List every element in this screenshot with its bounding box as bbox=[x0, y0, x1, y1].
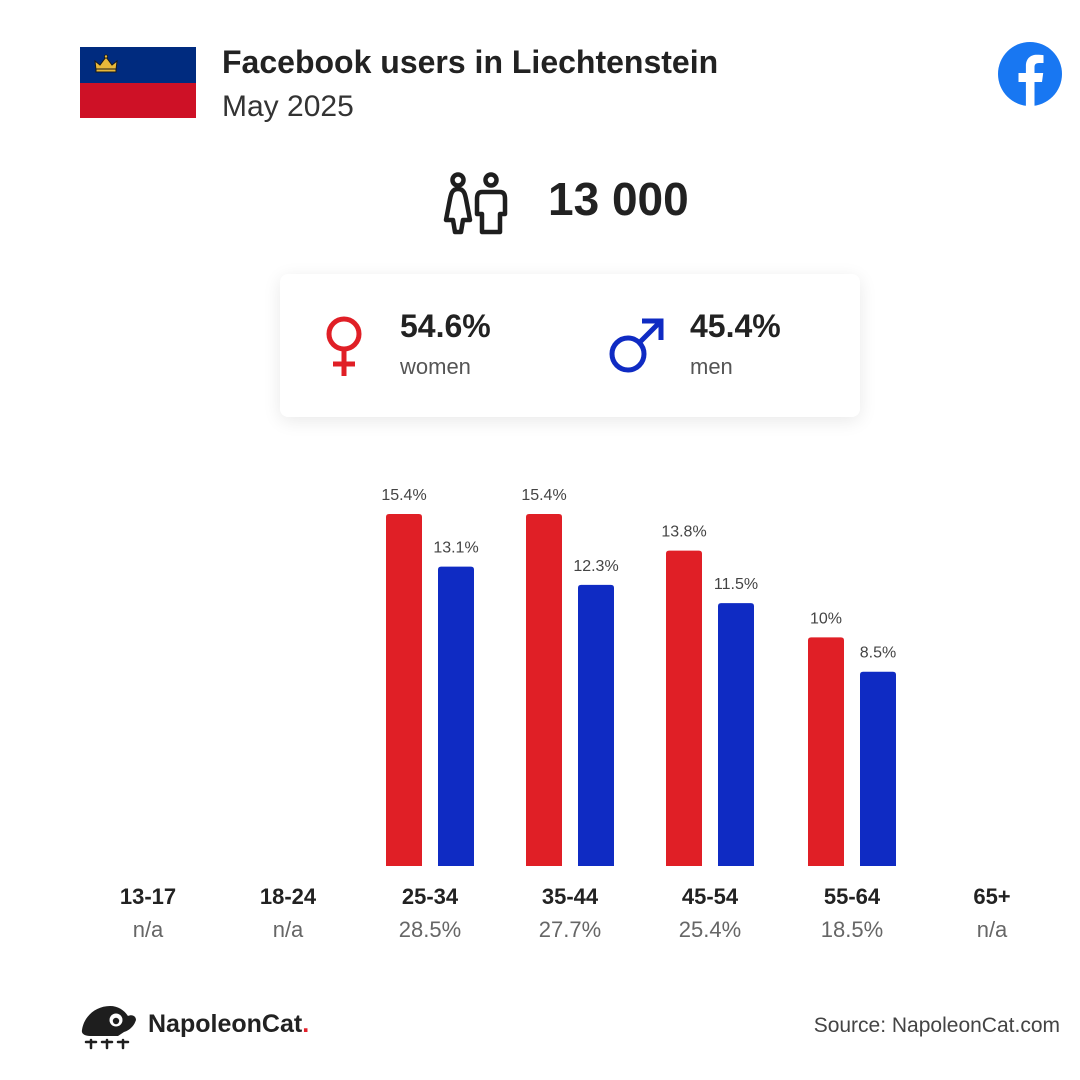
age-group-label: 25-34 bbox=[401, 884, 459, 909]
men-value-label: 8.5% bbox=[860, 645, 896, 662]
age-group-total: 27.7% bbox=[538, 917, 602, 942]
men-value-label: 12.3% bbox=[573, 558, 618, 575]
users-icon bbox=[443, 172, 508, 235]
women-value-label: 15.4% bbox=[521, 487, 566, 504]
napoleoncat-brand: NapoleonCat. bbox=[148, 1010, 309, 1039]
facebook-icon bbox=[998, 42, 1062, 106]
napoleoncat-logo-icon bbox=[81, 1006, 136, 1050]
age-gender-bar-chart: 15.4% 15.4% 13.8% 10% 13.1% 12.3% 11.5% 8.5% bbox=[381, 487, 896, 866]
total-users: 13 000 bbox=[548, 173, 689, 225]
age-group-label: 65+ bbox=[973, 884, 1011, 909]
men-bar-35-44 bbox=[578, 584, 614, 866]
men-bar-45-54 bbox=[718, 603, 754, 866]
age-group-total: 25.4% bbox=[678, 917, 742, 942]
source-text: Source: NapoleonCat.com bbox=[813, 1014, 1060, 1037]
age-group-label: 45-54 bbox=[681, 884, 739, 909]
age-group-label: 13-17 bbox=[119, 884, 177, 909]
male-icon bbox=[609, 318, 664, 373]
men-value-label: 13.1% bbox=[433, 540, 478, 557]
age-group-total: 18.5% bbox=[820, 917, 884, 942]
men-bar-55-64 bbox=[860, 671, 896, 866]
brand-name: NapoleonCat bbox=[148, 1010, 303, 1038]
women-bar-35-44 bbox=[526, 514, 562, 866]
women-bar-55-64 bbox=[808, 637, 844, 866]
age-group-total: n/a bbox=[132, 917, 164, 942]
age-group-total: n/a bbox=[272, 917, 304, 942]
men-percentage: 45.4% bbox=[690, 308, 781, 344]
age-group-total: n/a bbox=[976, 917, 1008, 942]
women-percentage: 54.6% bbox=[400, 308, 491, 344]
women-value-label: 10% bbox=[810, 610, 842, 627]
liechtenstein-flag bbox=[80, 47, 196, 118]
gender-card bbox=[280, 274, 860, 417]
women-label: women bbox=[400, 354, 471, 379]
women-bar-45-54 bbox=[666, 550, 702, 866]
page-title: Facebook users in Liechtenstein bbox=[222, 44, 719, 80]
age-group-label: 55-64 bbox=[823, 884, 881, 909]
brand-dot: . bbox=[302, 1010, 310, 1038]
women-bar-25-34 bbox=[386, 514, 422, 866]
age-group-total: 28.5% bbox=[398, 917, 462, 942]
men-label: men bbox=[690, 354, 733, 379]
men-bar-25-34 bbox=[438, 566, 474, 866]
age-group-label: 18-24 bbox=[259, 884, 317, 909]
female-icon bbox=[326, 316, 362, 376]
men-value-label: 11.5% bbox=[714, 576, 758, 593]
women-value-label: 15.4% bbox=[381, 487, 426, 504]
women-value-label: 13.8% bbox=[661, 524, 706, 541]
page-subtitle: May 2025 bbox=[222, 90, 354, 123]
age-group-label: 35-44 bbox=[541, 884, 599, 909]
crown-icon bbox=[94, 54, 118, 73]
